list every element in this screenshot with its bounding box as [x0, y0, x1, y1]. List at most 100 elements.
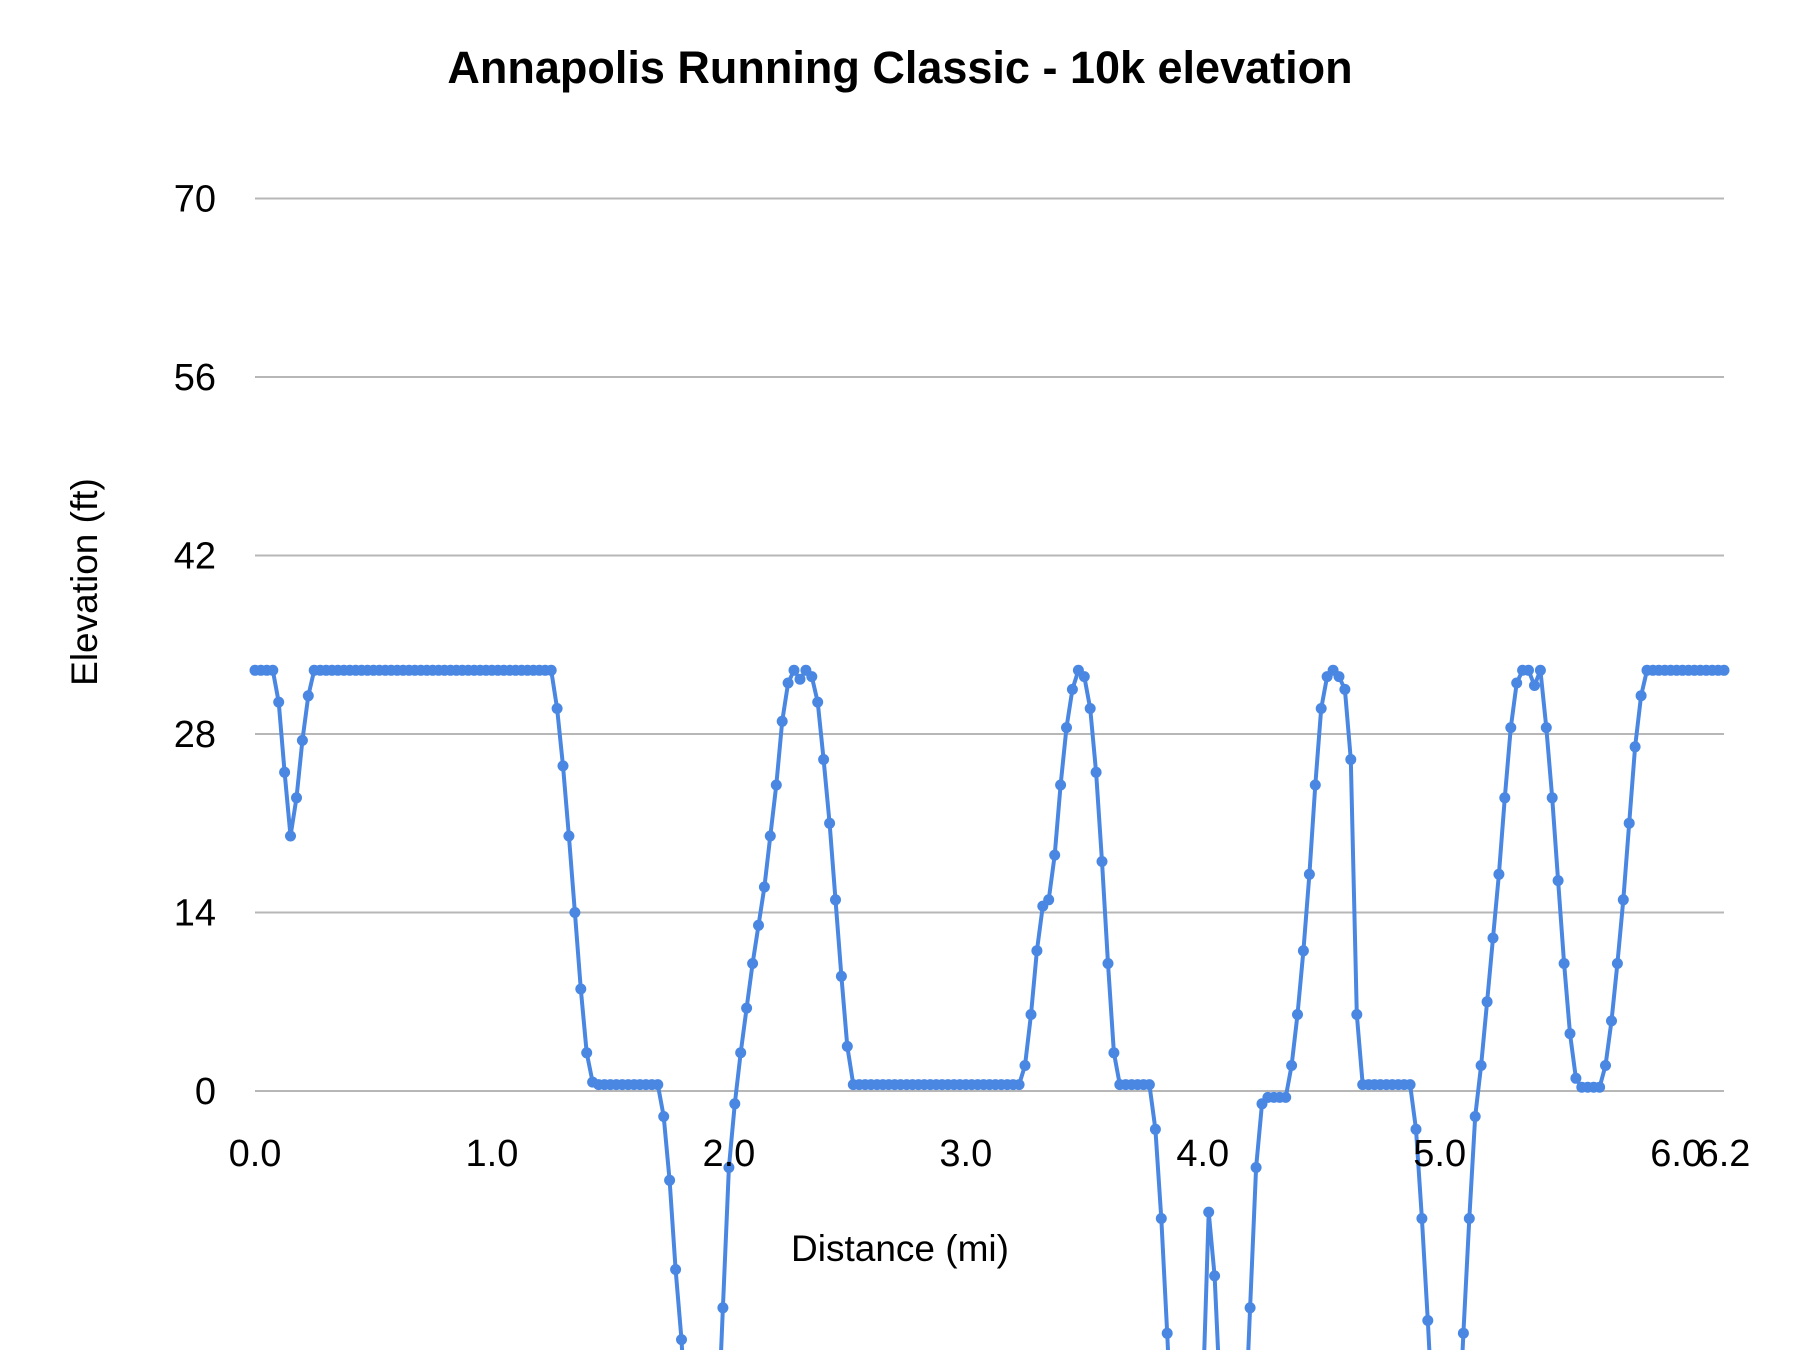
data-point-marker — [830, 894, 841, 906]
data-point-marker — [1250, 1162, 1262, 1173]
y-tick-label: 70 — [174, 179, 216, 221]
data-point-marker — [1564, 1028, 1576, 1040]
data-point-marker — [735, 1047, 747, 1059]
data-point-marker — [1546, 792, 1558, 804]
data-point-marker — [758, 881, 770, 893]
data-point-marker — [1410, 1123, 1422, 1135]
y-tick-label: 14 — [174, 893, 216, 935]
data-point-marker — [1161, 1327, 1173, 1339]
data-point-marker — [1534, 664, 1546, 676]
chart-title: Annapolis Running Classic - 10k elevatio… — [447, 42, 1353, 93]
data-point-marker — [1540, 722, 1552, 734]
data-point-marker — [1345, 754, 1357, 765]
data-point-marker — [1019, 1060, 1031, 1071]
data-point-marker — [776, 715, 788, 727]
elevation-points — [249, 664, 1730, 1346]
data-point-marker — [581, 1047, 593, 1059]
data-point-marker — [812, 696, 824, 708]
x-tick-label: 6.0 — [1650, 1133, 1703, 1175]
data-point-marker — [770, 779, 782, 791]
x-tick-label: 4.0 — [1176, 1133, 1229, 1175]
data-point-marker — [818, 754, 830, 765]
data-point-marker — [1297, 945, 1309, 957]
data-point-marker — [1339, 683, 1351, 695]
data-point-marker — [806, 671, 818, 683]
data-point-marker — [1102, 958, 1114, 969]
data-point-marker — [794, 673, 806, 685]
x-tick-label: 6.2 — [1698, 1133, 1751, 1175]
data-point-marker — [1511, 677, 1523, 689]
data-point-marker — [1558, 958, 1570, 969]
data-point-marker — [1635, 690, 1647, 702]
data-point-marker — [1611, 958, 1623, 969]
data-point-marker — [670, 1264, 682, 1275]
data-point-marker — [1244, 1302, 1256, 1314]
y-tick-label: 28 — [174, 714, 216, 756]
y-tick-label: 56 — [174, 357, 216, 399]
y-tick-label: 0 — [195, 1071, 216, 1113]
data-point-marker — [1623, 817, 1635, 829]
data-point-marker — [1280, 1091, 1292, 1103]
data-point-marker — [1292, 1009, 1303, 1020]
data-point-marker — [557, 760, 569, 772]
y-axis-title-text: Elevation (ft) — [64, 478, 105, 686]
data-point-marker — [1149, 1123, 1161, 1135]
data-point-marker — [296, 734, 308, 746]
data-point-marker — [1493, 868, 1505, 880]
data-point-marker — [1049, 849, 1061, 861]
data-point-marker — [1499, 792, 1511, 804]
data-point-marker — [1505, 722, 1517, 734]
data-point-marker — [835, 970, 847, 982]
data-point-marker — [1203, 1206, 1215, 1218]
data-point-marker — [658, 1111, 670, 1122]
data-point-marker — [1309, 779, 1321, 791]
data-point-marker — [676, 1334, 687, 1346]
data-point-marker — [1333, 671, 1345, 683]
data-point-marker — [1629, 741, 1641, 753]
data-point-marker — [1552, 875, 1564, 887]
data-point-marker — [1090, 766, 1102, 778]
data-point-marker — [267, 664, 279, 676]
data-point-marker — [1457, 1327, 1469, 1339]
data-point-marker — [1469, 1111, 1481, 1122]
x-axis-title: Distance (mi) — [791, 1228, 1009, 1269]
data-point-marker — [1031, 945, 1043, 957]
data-point-marker — [1475, 1060, 1487, 1071]
data-point-marker — [788, 664, 800, 676]
data-point-marker — [729, 1098, 741, 1110]
x-tick-label: 2.0 — [702, 1133, 755, 1175]
data-point-marker — [1143, 1079, 1155, 1091]
data-point-marker — [1404, 1079, 1416, 1091]
data-point-marker — [1286, 1060, 1298, 1071]
x-tick-label: 1.0 — [466, 1133, 519, 1175]
data-point-marker — [741, 1002, 753, 1014]
data-point-marker — [664, 1174, 676, 1186]
data-point-marker — [1529, 680, 1540, 691]
data-point-marker — [1043, 894, 1055, 906]
data-point-marker — [1487, 932, 1499, 944]
data-point-marker — [1422, 1315, 1434, 1326]
data-point-marker — [285, 830, 296, 842]
data-point-marker — [291, 792, 302, 804]
data-point-marker — [1155, 1213, 1167, 1224]
data-point-marker — [1463, 1213, 1475, 1224]
data-point-marker — [1209, 1270, 1221, 1282]
data-point-marker — [551, 703, 563, 714]
data-point-marker — [569, 907, 581, 918]
x-tick-label: 3.0 — [939, 1133, 992, 1175]
data-point-marker — [1606, 1015, 1617, 1027]
data-point-marker — [1523, 664, 1534, 676]
data-point-marker — [575, 983, 587, 995]
data-point-marker — [723, 1162, 735, 1173]
data-point-marker — [1351, 1009, 1363, 1020]
data-point-marker — [1600, 1060, 1611, 1071]
data-point-marker — [764, 830, 776, 842]
data-point-marker — [1084, 703, 1096, 714]
data-point-marker — [279, 766, 291, 778]
x-tick-label: 0.0 — [229, 1133, 282, 1175]
data-point-marker — [782, 677, 794, 689]
data-point-marker — [563, 830, 575, 842]
data-point-marker — [545, 664, 557, 676]
